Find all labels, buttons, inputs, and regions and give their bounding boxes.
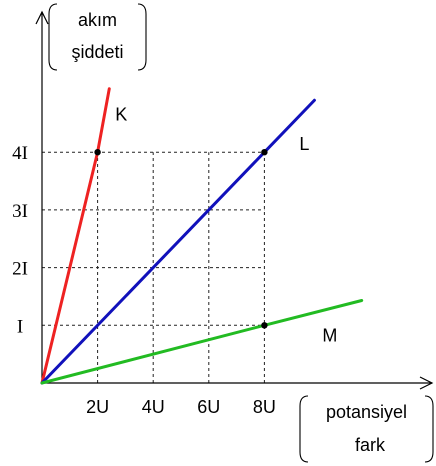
- marked-points: [94, 149, 268, 329]
- grid: [42, 151, 265, 383]
- y-tick-label: 3I: [12, 201, 28, 222]
- x-axis-title-line1: potansiyel: [326, 402, 407, 422]
- series-lines: [40, 87, 364, 385]
- marked-point-m: [261, 322, 268, 329]
- x-tick-label: 8U: [253, 397, 276, 417]
- axis-labels: akım şiddeti potansiyel fark: [48, 3, 434, 463]
- x-axis-title-bracket: [299, 395, 434, 463]
- series-line-m: [40, 298, 364, 385]
- bracket-right: [137, 3, 147, 71]
- series-labels: K L M: [115, 104, 337, 345]
- y-tick-label: 2I: [12, 259, 28, 280]
- bracket-left: [48, 3, 58, 71]
- x-tick-label: 6U: [197, 397, 220, 417]
- series-line-l: [40, 98, 316, 385]
- y-axis-title-line2: şiddeti: [71, 42, 123, 62]
- y-axis-title-bracket: [48, 3, 147, 71]
- series-label-m: M: [322, 325, 337, 345]
- y-axis-title-line1: akım: [78, 10, 117, 30]
- bracket-left: [299, 395, 309, 463]
- x-tick-label: 2U: [86, 397, 109, 417]
- series-label-k: K: [115, 104, 127, 124]
- axes: [35, 10, 434, 390]
- x-tick-label: 4U: [142, 397, 165, 417]
- y-axis-arrow: [35, 10, 49, 25]
- marked-point-k: [94, 149, 101, 156]
- series-line-k: [40, 87, 111, 385]
- x-axis-title-line2: fark: [355, 435, 386, 455]
- x-axis-arrow: [419, 376, 434, 390]
- y-tick-label: I: [17, 316, 23, 337]
- y-tick-label: 4I: [12, 143, 28, 164]
- tick-labels: 2U 4U 6U 8U I 2I 3I 4I: [12, 143, 276, 417]
- bracket-right: [424, 395, 434, 463]
- series-label-l: L: [299, 134, 309, 154]
- marked-point-l: [261, 149, 268, 156]
